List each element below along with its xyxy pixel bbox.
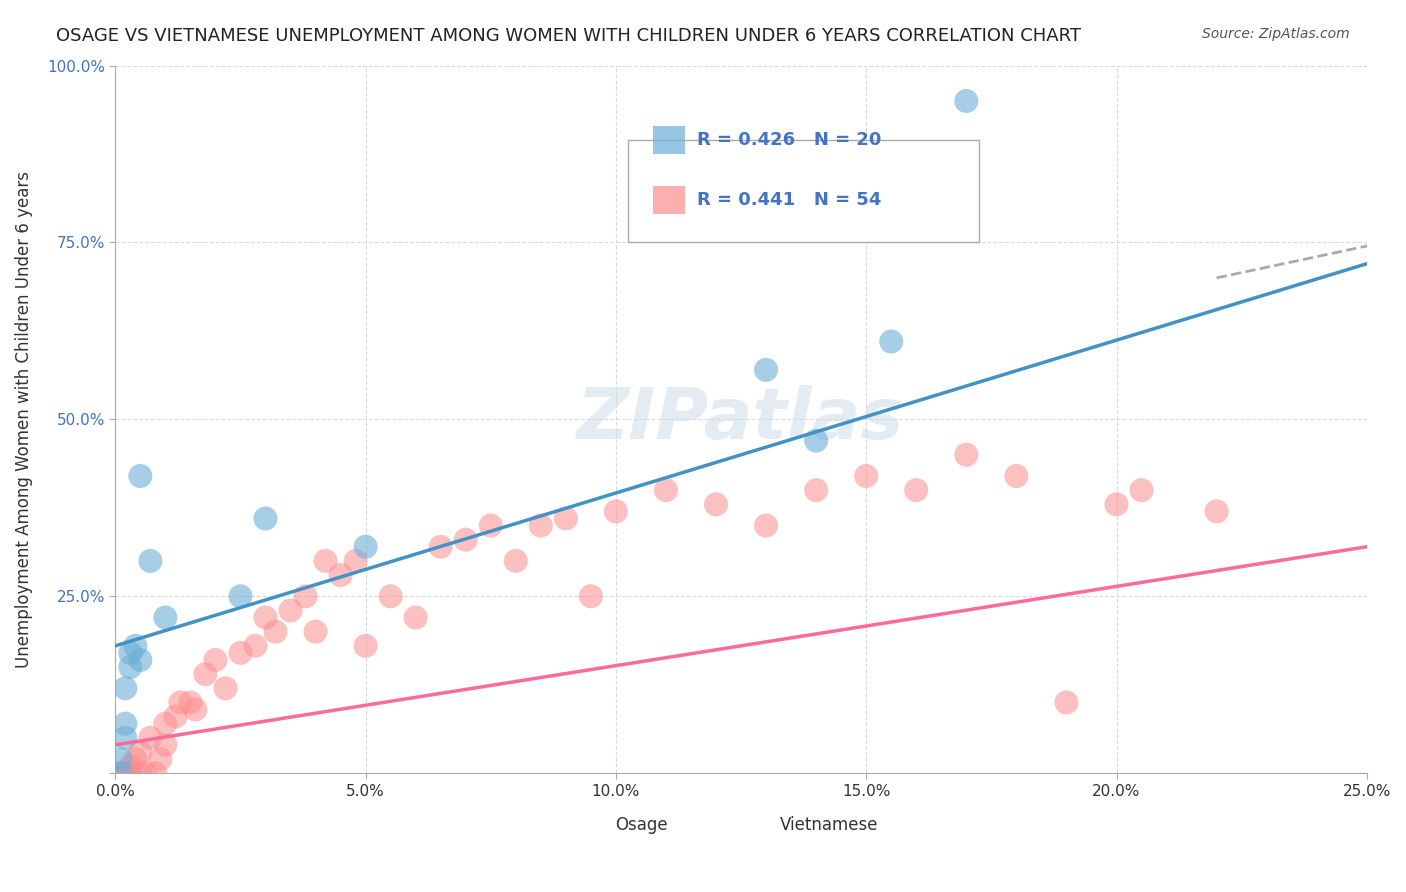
Text: ZIPatlas: ZIPatlas xyxy=(578,384,904,454)
Bar xyxy=(654,186,685,214)
Point xyxy=(315,554,337,568)
Text: Osage: Osage xyxy=(614,815,668,834)
Point xyxy=(329,568,352,582)
Point xyxy=(124,639,146,653)
Point xyxy=(1105,497,1128,511)
Point xyxy=(129,745,152,759)
Point xyxy=(110,752,132,766)
Point xyxy=(229,646,252,660)
Point xyxy=(855,469,877,483)
Point xyxy=(554,511,576,525)
Point xyxy=(405,610,427,624)
Bar xyxy=(772,802,804,826)
Point xyxy=(120,759,142,773)
Point xyxy=(905,483,928,497)
Point xyxy=(120,646,142,660)
Point xyxy=(155,610,177,624)
Point xyxy=(114,766,136,780)
Point xyxy=(134,766,156,780)
Point xyxy=(214,681,236,696)
Point xyxy=(229,589,252,603)
Point xyxy=(204,653,226,667)
Point xyxy=(280,603,302,617)
Point xyxy=(110,766,132,780)
Point xyxy=(149,752,172,766)
Point xyxy=(129,469,152,483)
Point xyxy=(579,589,602,603)
Point xyxy=(254,511,277,525)
Point xyxy=(354,639,377,653)
Point xyxy=(1130,483,1153,497)
Point xyxy=(110,766,132,780)
Text: R = 0.426   N = 20: R = 0.426 N = 20 xyxy=(697,131,882,149)
Point xyxy=(1005,469,1028,483)
Point xyxy=(880,334,903,349)
Point xyxy=(129,766,152,780)
Point xyxy=(114,766,136,780)
Point xyxy=(479,518,502,533)
Point xyxy=(955,94,977,108)
Bar xyxy=(654,126,685,154)
Point xyxy=(194,667,217,681)
Point xyxy=(114,681,136,696)
Point xyxy=(605,504,627,518)
Point xyxy=(120,660,142,674)
Point xyxy=(143,766,166,780)
Point xyxy=(505,554,527,568)
Point xyxy=(129,653,152,667)
Point xyxy=(114,731,136,745)
Point xyxy=(1054,695,1077,709)
Text: R = 0.441   N = 54: R = 0.441 N = 54 xyxy=(697,191,882,209)
Point xyxy=(139,731,162,745)
Point xyxy=(955,448,977,462)
Text: Vietnamese: Vietnamese xyxy=(779,815,877,834)
Point xyxy=(165,709,187,723)
Text: Source: ZipAtlas.com: Source: ZipAtlas.com xyxy=(1202,27,1350,41)
Point xyxy=(344,554,367,568)
Point xyxy=(354,540,377,554)
Point xyxy=(114,716,136,731)
Point xyxy=(804,483,827,497)
Text: OSAGE VS VIETNAMESE UNEMPLOYMENT AMONG WOMEN WITH CHILDREN UNDER 6 YEARS CORRELA: OSAGE VS VIETNAMESE UNEMPLOYMENT AMONG W… xyxy=(56,27,1081,45)
Point xyxy=(254,610,277,624)
Point xyxy=(179,695,201,709)
Point xyxy=(429,540,451,554)
Point xyxy=(655,483,678,497)
Point xyxy=(304,624,326,639)
Point xyxy=(380,589,402,603)
Point xyxy=(1205,504,1227,518)
Point xyxy=(184,702,207,716)
Point xyxy=(139,554,162,568)
Point xyxy=(120,766,142,780)
Point xyxy=(264,624,287,639)
Point xyxy=(155,716,177,731)
Point xyxy=(755,518,778,533)
Point xyxy=(804,434,827,448)
Point xyxy=(454,533,477,547)
Point xyxy=(530,518,553,533)
Point xyxy=(124,752,146,766)
Point xyxy=(294,589,316,603)
Bar xyxy=(585,802,616,826)
Point xyxy=(155,738,177,752)
Point xyxy=(704,497,727,511)
FancyBboxPatch shape xyxy=(628,140,979,243)
Point xyxy=(245,639,267,653)
Point xyxy=(755,363,778,377)
Point xyxy=(169,695,191,709)
Y-axis label: Unemployment Among Women with Children Under 6 years: Unemployment Among Women with Children U… xyxy=(15,171,32,668)
